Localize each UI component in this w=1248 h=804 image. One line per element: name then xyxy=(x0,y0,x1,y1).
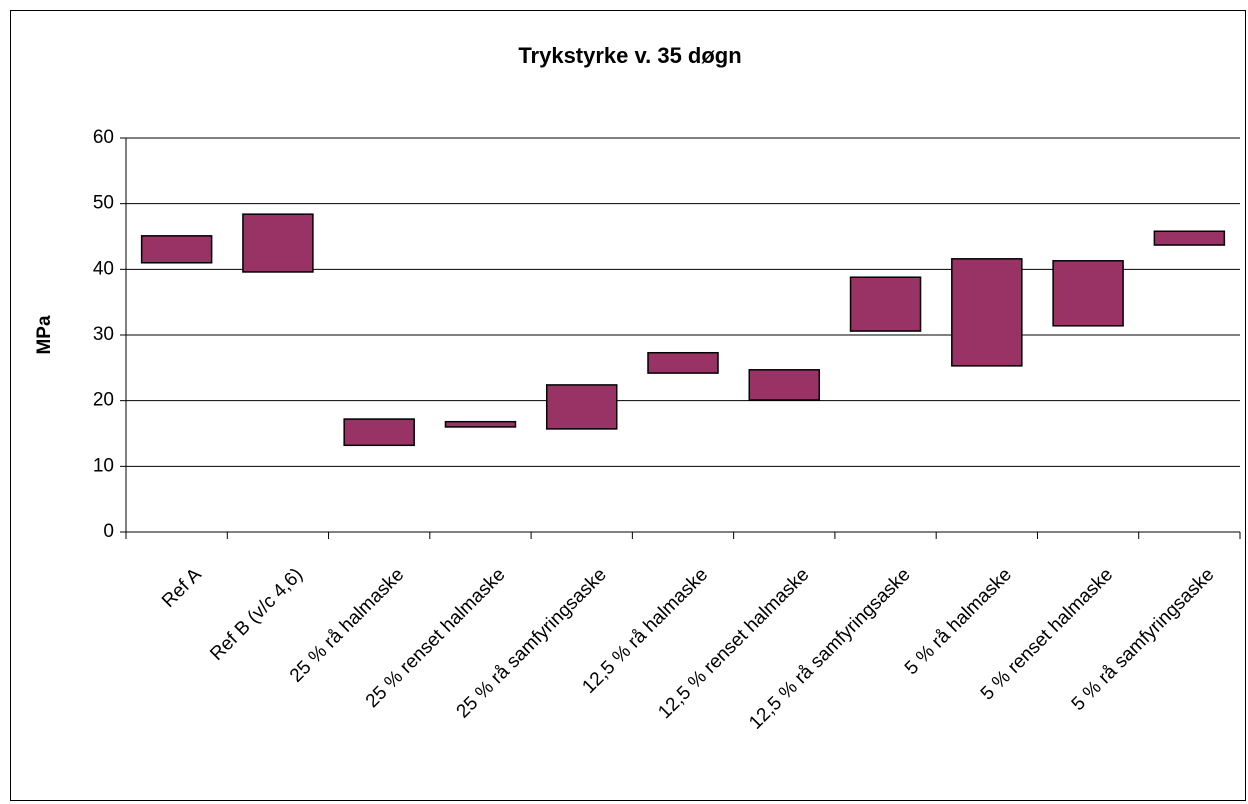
chart-title: Trykstyrke v. 35 døgn xyxy=(518,43,741,68)
bar xyxy=(343,418,415,447)
y-tick-label: 10 xyxy=(93,455,114,476)
y-tick-label: 50 xyxy=(93,193,114,214)
bar xyxy=(951,258,1023,367)
bar xyxy=(748,369,821,401)
y-tick-label: 30 xyxy=(93,324,114,345)
y-tick-label: 0 xyxy=(103,521,114,542)
bar xyxy=(242,213,314,273)
bar xyxy=(444,420,517,428)
y-axis-label: MPa xyxy=(34,315,55,355)
bar xyxy=(849,276,922,332)
bar xyxy=(647,351,719,374)
bar xyxy=(140,235,213,264)
y-tick-label: 60 xyxy=(93,127,114,148)
bar xyxy=(1052,260,1124,327)
bar xyxy=(545,384,618,430)
chart-border xyxy=(10,10,1246,801)
y-tick-label: 40 xyxy=(93,258,114,279)
y-tick-label: 20 xyxy=(93,390,114,411)
bar xyxy=(1153,230,1226,246)
